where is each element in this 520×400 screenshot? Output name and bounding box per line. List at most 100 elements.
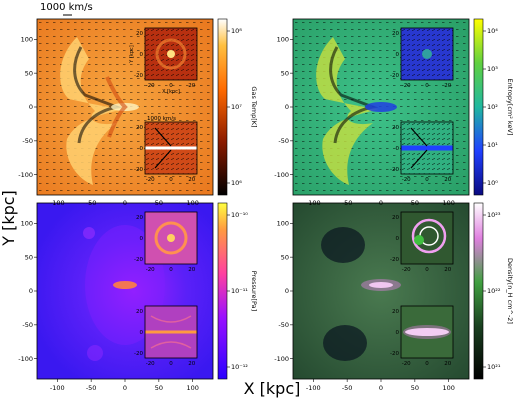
density-inset-ytick-label: 20 <box>392 215 399 221</box>
entropy-inset-xtick-label: -20 <box>402 83 411 89</box>
pressure-ytick-label: 0 <box>29 287 33 295</box>
entropy-inset-xtick-label: 20 <box>444 83 451 89</box>
entropy-inset-top <box>400 27 454 81</box>
temperature-inset-xtick-label: 20 <box>188 83 195 89</box>
entropy-xtick-label: 100 <box>442 199 454 207</box>
entropy-inset-xtick-label: 0 <box>425 177 429 183</box>
temperature-inset-ytick-label: -20 <box>134 73 143 79</box>
temperature-colorbar-tick-label: 10⁷ <box>231 103 242 111</box>
temperature-xtick-label: 100 <box>186 199 198 207</box>
pressure-inset-ytick-label: -20 <box>134 351 143 357</box>
entropy-inset-ytick-label: 0 <box>396 146 400 152</box>
density-ytick-label: -100 <box>274 355 289 363</box>
pressure-inset-xtick-label: 0 <box>169 361 173 367</box>
entropy-inset-ytick-label: -20 <box>390 73 399 79</box>
temperature-ytick-label: 0 <box>29 103 33 111</box>
pressure-xtick-label: 50 <box>155 384 163 392</box>
temperature-panel <box>36 18 214 196</box>
temperature-colorbar-tick-label: 10⁶ <box>231 179 242 187</box>
density-inset-xtick-label: -20 <box>402 267 411 273</box>
density-ytick-label: 100 <box>277 220 289 228</box>
density-inset-ytick-label: -20 <box>390 257 399 263</box>
pressure-inset-top <box>144 211 198 265</box>
pressure-ytick-label: -50 <box>22 321 33 329</box>
pressure-inset-xtick-label: 0 <box>169 267 173 273</box>
density-inset-xtick-label: 0 <box>425 361 429 367</box>
entropy-colorbar-tick-label: 10¹ <box>487 141 498 149</box>
temperature-xtick-label: 0 <box>123 199 127 207</box>
entropy-xtick-label: -100 <box>306 199 321 207</box>
density-inset-xtick-label: 0 <box>425 267 429 273</box>
temperature-colorbar-tick-label: 10⁸ <box>231 27 242 35</box>
density-colorbar <box>473 202 484 380</box>
density-inset-bottom <box>400 305 454 359</box>
pressure-inset-xtick-label: 20 <box>188 267 195 273</box>
entropy-colorbar <box>473 18 484 196</box>
entropy-inset-ytick-label: 20 <box>392 31 399 37</box>
density-cavity-bottom <box>323 325 367 361</box>
entropy-inset-ytick-label: -20 <box>390 167 399 173</box>
temperature-xtick-label: 50 <box>155 199 163 207</box>
pressure-ytick-label: -100 <box>18 355 33 363</box>
density-xtick-label: 0 <box>379 384 383 392</box>
figure-xlabel: X [kpc] <box>244 379 301 398</box>
density-disk <box>369 282 393 288</box>
density-inset-top <box>400 211 454 265</box>
density-xtick-label: 50 <box>411 384 419 392</box>
entropy-ytick-label: 100 <box>277 36 289 44</box>
pressure-xtick-label: -50 <box>86 384 97 392</box>
entropy-colorbar-tick-label: 10³ <box>487 65 498 73</box>
entropy-colorbar-tick-label: 10² <box>487 103 498 111</box>
entropy-inset-xtick-label: 20 <box>444 177 451 183</box>
density-inset-ytick-label: 0 <box>396 330 400 336</box>
density-inset-ytick-label: -20 <box>390 351 399 357</box>
density-inset-ytick-label: 20 <box>392 309 399 315</box>
density-colorbar-tick-label: 10²² <box>487 287 501 295</box>
temperature-xtick-label: -100 <box>50 199 65 207</box>
temperature-inset-xtick-label: 0 <box>169 83 173 89</box>
temperature-inset-ytick-label: 0 <box>140 52 144 58</box>
density-ytick-label: -50 <box>278 321 289 329</box>
entropy-inset-ytick-label: 0 <box>396 52 400 58</box>
entropy-inset-bottom <box>400 121 454 175</box>
entropy-xtick-label: 0 <box>379 199 383 207</box>
entropy-ytick-label: 50 <box>281 69 289 77</box>
entropy-inset-xtick-label: 0 <box>425 83 429 89</box>
density-xtick-label: 100 <box>442 384 454 392</box>
pressure-inset-ytick-label: 20 <box>136 215 143 221</box>
pressure-colorbar-label: Pressure[Pa] <box>250 271 258 311</box>
density-colorbar-tick-label: 10²¹ <box>487 363 501 371</box>
temperature-inset-bottom <box>144 121 198 175</box>
figure-ylabel: Y [kpc] <box>0 190 18 247</box>
temperature-inset-label: 1000 km/s <box>147 116 176 122</box>
entropy-colorbar-tick-label: 10⁴ <box>487 27 498 35</box>
pressure-core <box>113 281 137 289</box>
pressure-xtick-label: 100 <box>186 384 198 392</box>
entropy-inset-xtick-label: -20 <box>402 177 411 183</box>
temperature-ytick-label: -50 <box>22 137 33 145</box>
temperature-inset-ytick-label: -20 <box>134 167 143 173</box>
density-xtick-label: -50 <box>342 384 353 392</box>
temperature-inset-ylabel: Y [kpc] <box>129 45 135 63</box>
pressure-ytick-label: 50 <box>25 253 33 261</box>
density-colorbar-tick-label: 10²³ <box>487 211 501 219</box>
temperature-inset-xtick-label: 0 <box>169 177 173 183</box>
pressure-inset-bottom <box>144 305 198 359</box>
pressure-colorbar <box>217 202 228 380</box>
pressure-colorbar-tick-label: 10⁻¹¹ <box>231 287 248 295</box>
temperature-ytick-label: 50 <box>25 69 33 77</box>
entropy-inset-ytick-label: 20 <box>392 125 399 131</box>
temperature-ytick-label: 100 <box>21 36 33 44</box>
temperature-ytick-label: -100 <box>18 171 33 179</box>
temperature-inset-xtick-label: -20 <box>146 177 155 183</box>
density-panel <box>292 202 470 380</box>
density-ytick-label: 0 <box>285 287 289 295</box>
pressure-panel <box>36 202 214 380</box>
entropy-xtick-label: -50 <box>342 199 353 207</box>
temperature-inset-ytick-label: 20 <box>136 31 143 37</box>
temperature-xtick-label: -50 <box>86 199 97 207</box>
density-inset-ytick-label: 0 <box>396 236 400 242</box>
density-cavity-top <box>321 227 365 263</box>
temperature-inset-xtick-label: 20 <box>188 177 195 183</box>
